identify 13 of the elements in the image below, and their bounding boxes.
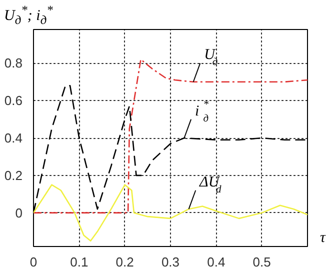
- x-tick-label: 0.1: [70, 254, 88, 269]
- y-tick-label: 0.2: [4, 168, 23, 183]
- y-tick-label: 0.4: [4, 130, 23, 146]
- x-tick-label: 0.4: [207, 254, 226, 269]
- line-series: [34, 58, 308, 214]
- x-tick-label: 0.2: [116, 254, 134, 269]
- x-axis-title: τ: [320, 229, 326, 248]
- y-tick-label: 0: [15, 205, 23, 220]
- x-tick-label: 0.3: [161, 254, 180, 269]
- y-tick-label: 0.6: [4, 93, 23, 108]
- x-tick-label: 0.5: [252, 254, 271, 269]
- x-tick-label: 0: [30, 254, 38, 269]
- y-tick-label: 0.8: [4, 56, 23, 71]
